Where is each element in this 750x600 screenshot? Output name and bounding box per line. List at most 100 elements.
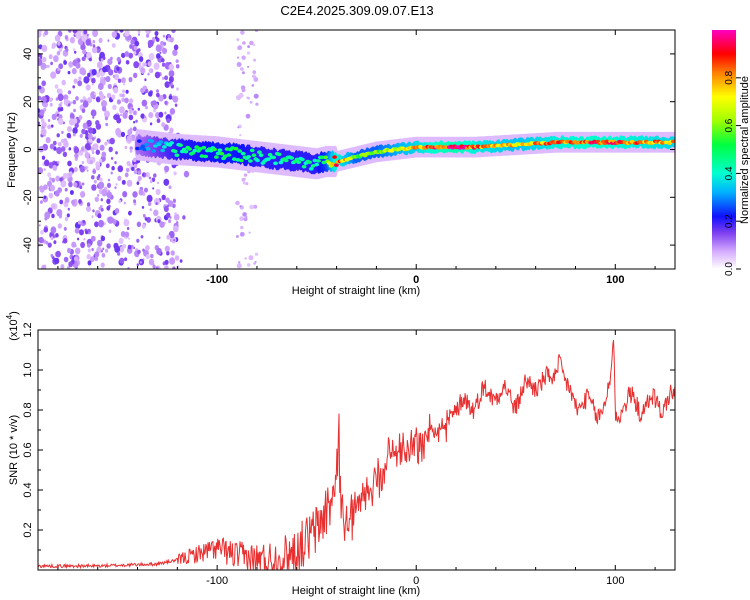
noise-blob: [158, 236, 161, 240]
noise-blob: [129, 44, 133, 49]
noise-blob: [136, 181, 140, 185]
noise-blob: [85, 84, 91, 91]
noise-blob: [54, 257, 60, 265]
noise-blob: [137, 170, 142, 175]
noise-blob: [64, 216, 69, 222]
noise-blob: [164, 81, 170, 88]
noise-blob: [119, 113, 123, 117]
ridge-core: [174, 153, 180, 157]
noise-blob: [117, 165, 124, 173]
noise-blob: [108, 146, 113, 153]
noise-blob: [88, 57, 92, 62]
noise-blob: [45, 65, 49, 68]
ridge-core: [251, 153, 257, 157]
noise-column-blob: [241, 88, 246, 93]
noise-blob: [49, 184, 56, 192]
noise-blob: [58, 47, 63, 52]
noise-column-blob: [249, 100, 253, 104]
noise-blob: [40, 230, 44, 235]
noise-blob: [78, 76, 82, 81]
noise-blob: [55, 97, 59, 101]
noise-blob: [174, 212, 177, 216]
noise-blob: [111, 94, 116, 100]
noise-blob: [114, 161, 117, 165]
noise-blob: [87, 127, 94, 134]
noise-blob: [101, 106, 107, 112]
y-tick-label: 40: [22, 48, 34, 60]
noise-blob: [104, 116, 108, 121]
noise-blob: [53, 55, 59, 63]
noise-blob: [115, 183, 118, 186]
noise-blob: [132, 126, 137, 132]
noise-blob: [63, 140, 69, 148]
noise-blob: [128, 108, 133, 115]
noise-blob: [71, 199, 75, 205]
noise-blob: [73, 256, 78, 262]
noise-blob: [68, 30, 72, 33]
noise-blob: [43, 227, 49, 233]
noise-blob: [38, 95, 42, 101]
noise-column-blob: [246, 51, 251, 55]
noise-blob: [68, 147, 72, 151]
ridge-core: [289, 156, 294, 160]
noise-blob: [107, 216, 114, 224]
noise-blob: [98, 181, 105, 189]
noise-blob: [122, 112, 128, 119]
noise-blob: [173, 238, 176, 242]
colorbar-label: Normalized spectral amplitude: [739, 76, 750, 224]
noise-blob: [74, 50, 77, 54]
noise-blob: [125, 89, 129, 94]
snr-ylabel: SNR (10 * v/v): [8, 415, 20, 485]
noise-blob: [72, 127, 78, 134]
noise-blob: [40, 118, 45, 123]
noise-blob: [91, 77, 96, 84]
noise-blob: [81, 128, 86, 135]
noise-blob: [86, 119, 92, 127]
noise-blob: [133, 61, 140, 69]
noise-blob: [72, 118, 78, 124]
ridge-core: [135, 146, 140, 151]
noise-blob: [138, 188, 144, 196]
noise-blob: [58, 63, 64, 70]
noise-blob: [145, 245, 150, 251]
noise-blob: [106, 92, 112, 99]
ridge-core: [237, 149, 243, 153]
y-tick-label: -40: [22, 237, 34, 253]
noise-blob: [99, 93, 105, 101]
noise-blob: [117, 251, 121, 256]
noise-column-blob: [239, 134, 242, 137]
noise-blob: [128, 77, 133, 83]
noise-blob: [176, 87, 179, 91]
ridge-core: [265, 157, 271, 161]
noise-blob: [85, 230, 89, 235]
noise-blob: [111, 166, 115, 171]
noise-blob: [161, 62, 166, 67]
noise-blob: [121, 179, 126, 185]
noise-blob: [79, 150, 82, 153]
noise-blob: [77, 220, 81, 225]
noise-blob: [42, 56, 47, 63]
noise-blob: [164, 245, 170, 252]
noise-blob: [127, 244, 132, 250]
noise-blob: [98, 37, 103, 44]
ridge-core: [258, 153, 264, 157]
noise-blob: [74, 227, 80, 234]
snr-scale-base: (x10: [8, 319, 20, 340]
noise-blob: [57, 223, 62, 229]
noise-blob: [55, 250, 61, 258]
noise-blob: [86, 202, 91, 207]
noise-blob: [47, 124, 52, 130]
noise-blob: [106, 191, 112, 199]
noise-blob: [99, 144, 105, 151]
noise-blob: [39, 200, 43, 204]
noise-blob: [133, 120, 136, 124]
noise-blob: [114, 208, 120, 214]
noise-blob: [162, 34, 166, 38]
noise-blob: [118, 61, 121, 65]
noise-blob: [94, 196, 100, 202]
noise-blob: [173, 96, 176, 101]
noise-blob: [126, 160, 131, 167]
noise-blob: [144, 62, 147, 66]
noise-blob: [63, 227, 67, 231]
noise-blob: [74, 166, 78, 172]
